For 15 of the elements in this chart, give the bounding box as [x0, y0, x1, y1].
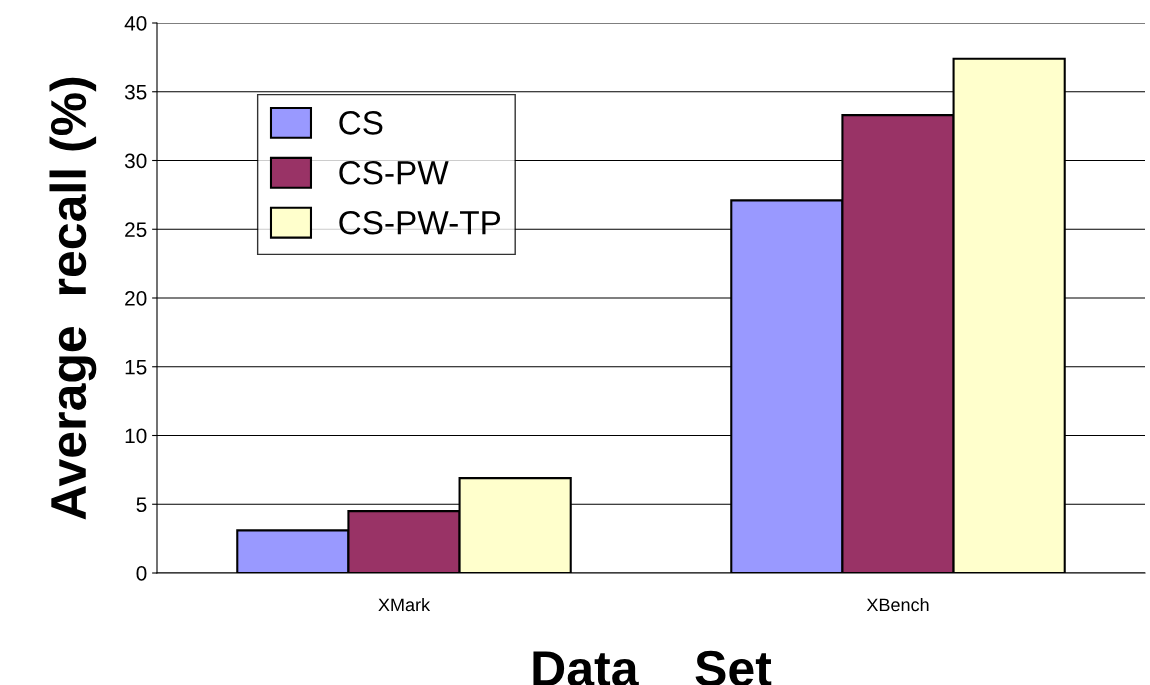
y-tick-label: 35	[124, 84, 147, 100]
y-tick-label: 30	[124, 153, 147, 169]
legend-label: CS-PW	[339, 160, 449, 185]
y-tick-label: 25	[125, 222, 147, 237]
x-tick-label: XBench	[866, 598, 929, 612]
y-tick-label: 15	[125, 359, 147, 375]
legend-label: CS-PW-TP	[339, 210, 501, 235]
y-tick-label: 20	[125, 291, 147, 306]
legend-label: CS	[339, 111, 383, 135]
y-tick-label: 40	[124, 16, 147, 31]
y-tick-label: 5	[136, 497, 147, 512]
y-axis-title: Average recall (%)	[49, 77, 97, 520]
x-tick-label: XMark	[378, 598, 431, 612]
y-tick-label: 10	[125, 428, 147, 444]
y-tick-label: 0	[136, 566, 147, 581]
